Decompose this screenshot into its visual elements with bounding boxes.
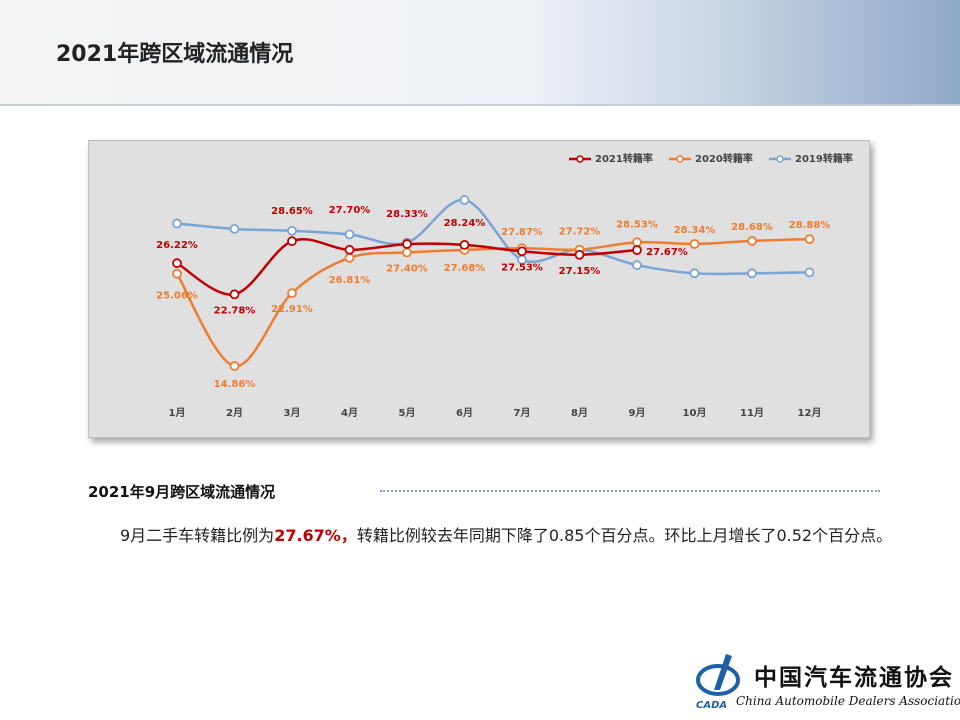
data-point <box>229 224 240 234</box>
data-point <box>574 249 585 260</box>
data-label: 28.53% <box>616 219 658 230</box>
logo-abbr: CADA <box>696 700 727 711</box>
data-label: 25.06% <box>156 291 198 302</box>
data-point <box>747 236 757 246</box>
x-tick-label: 11月 <box>740 407 764 419</box>
data-point <box>459 239 470 250</box>
x-tick-label: 8月 <box>571 407 588 419</box>
data-point <box>344 229 355 240</box>
data-point <box>747 268 757 279</box>
data-point <box>229 289 240 300</box>
legend-label: 2020转籍率 <box>695 152 753 165</box>
data-point <box>804 234 815 245</box>
data-label: 28.68% <box>731 222 773 233</box>
series-line <box>176 237 638 296</box>
x-tick-label: 3月 <box>284 407 301 419</box>
data-label: 27.53% <box>501 262 543 273</box>
highlight: 27.67%， <box>274 526 357 545</box>
data-point <box>632 237 642 248</box>
data-point <box>287 288 297 299</box>
data-label: 28.34% <box>674 225 716 236</box>
legend-marker <box>576 155 584 163</box>
data-label: 26.22% <box>156 240 198 251</box>
data-label: 27.40% <box>386 263 428 274</box>
chart: 1月 2月 3月 4月 5月 6月 7月 8月 9月 10月 11月 12月 2021转籍率 2020转籍… <box>156 152 853 419</box>
data-point <box>172 258 182 269</box>
data-point <box>287 236 297 247</box>
data-point <box>172 218 182 229</box>
data-label: 27.67% <box>646 247 688 258</box>
data-point <box>804 267 815 278</box>
x-tick-label: 7月 <box>514 407 531 419</box>
legend-label: 2021转籍率 <box>595 152 653 165</box>
x-tick-label: 4月 <box>341 407 358 419</box>
data-point <box>689 268 700 279</box>
data-label: 26.81% <box>329 275 371 286</box>
text: 9月二手车转籍比例为 <box>120 526 275 545</box>
x-tick-label: 12月 <box>798 407 822 419</box>
logo-cn: 中国汽车流通协会 <box>754 664 954 691</box>
data-point <box>459 195 470 205</box>
data-label: 27.72% <box>559 227 601 238</box>
data-point <box>517 246 527 257</box>
data-point <box>402 239 412 249</box>
x-tick-label: 2月 <box>226 407 243 419</box>
data-label: 27.87% <box>501 227 543 238</box>
data-label: 28.88% <box>789 220 831 231</box>
data-point <box>172 268 182 279</box>
data-label: 27.70% <box>329 205 371 216</box>
data-point <box>344 252 355 263</box>
chart-frame: 1月 2月 3月 4月 5月 6月 7月 8月 9月 10月 11月 12月 2021转籍率 2020转籍… <box>88 140 870 438</box>
x-tick-label: 6月 <box>456 407 473 419</box>
dotted-rule <box>380 490 880 492</box>
data-point <box>287 225 297 236</box>
section-title: 2021年9月跨区域流通情况 <box>88 483 276 501</box>
data-label: 22.78% <box>214 305 256 316</box>
x-tick-label: 10月 <box>683 407 707 419</box>
data-label: 27.15% <box>559 266 601 277</box>
x-tick-label: 9月 <box>629 407 646 419</box>
legend-marker <box>676 155 684 163</box>
logo: CADA 中国汽车流通协会 China Automobile Dealers A… <box>692 650 960 712</box>
text: 转籍比例较去年同期下降了0.85个百分点。环比上月增长了0.52个百分点。 <box>356 526 893 545</box>
legend-label: 2019转籍率 <box>795 152 853 165</box>
data-point <box>402 247 412 258</box>
x-tick-label: 5月 <box>399 407 416 419</box>
data-label: 27.68% <box>444 263 486 274</box>
data-label: 22.91% <box>271 304 313 315</box>
header: 2021年跨区域流通情况 <box>0 0 960 106</box>
x-tick-label: 1月 <box>169 407 186 419</box>
data-label: 28.65% <box>271 206 313 217</box>
data-label: 14.86% <box>214 379 256 390</box>
data-point <box>229 361 240 371</box>
data-point <box>344 244 355 255</box>
data-label: 28.24% <box>444 218 486 229</box>
data-label: 28.33% <box>386 209 428 220</box>
logo-icon: CADA <box>696 654 740 711</box>
data-point <box>632 260 642 271</box>
legend-marker <box>776 155 784 163</box>
logo-en: China Automobile Dealers Association <box>736 694 960 708</box>
data-point <box>689 239 700 249</box>
data-point <box>632 245 642 255</box>
page-title: 2021年跨区域流通情况 <box>56 42 294 67</box>
paragraph: 9月二手车转籍比例为27.67%，转籍比例较去年同期下降了0.85个百分点。环比… <box>88 520 898 552</box>
